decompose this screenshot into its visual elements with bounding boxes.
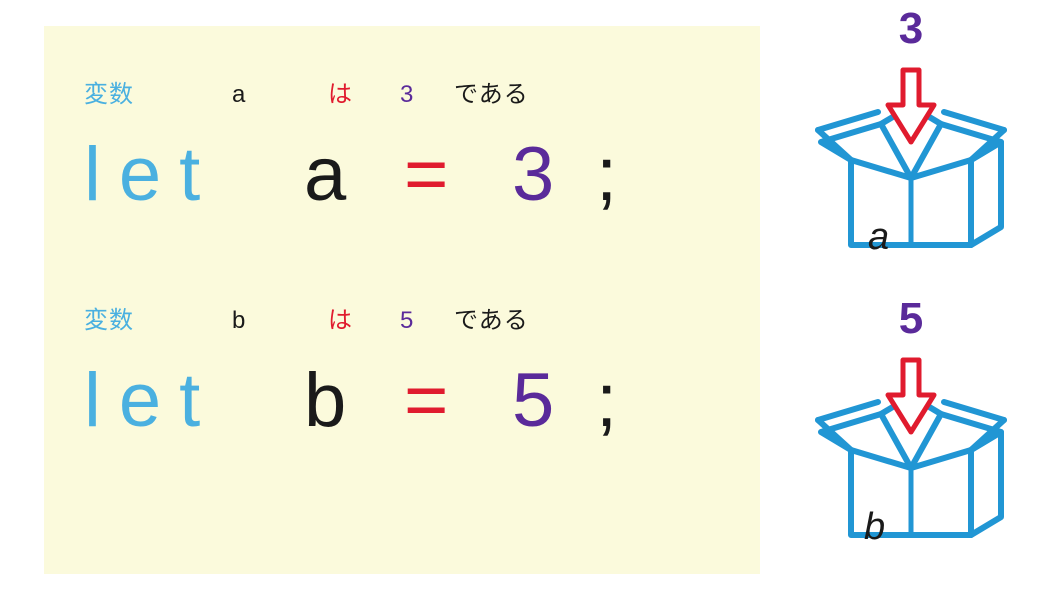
code-variable: a — [304, 131, 404, 218]
annotation-row: 変数 b は 5 である — [84, 300, 720, 335]
annotation-operator: は — [328, 300, 400, 335]
annotation-value: 5 — [400, 307, 454, 335]
code-semicolon: ; — [596, 131, 623, 218]
box-diagram-b: 5 b — [796, 294, 1026, 550]
annotation-end: である — [454, 300, 529, 335]
annotation-operator: は — [328, 74, 400, 109]
box-input-value: 3 — [899, 4, 923, 54]
annotation-variable: a — [232, 81, 328, 109]
code-keyword: let — [84, 357, 304, 444]
annotation-row: 変数 a は 3 である — [84, 74, 720, 109]
open-box-icon — [806, 340, 1016, 550]
box-input-value: 5 — [899, 294, 923, 344]
code-block-a: 変数 a は 3 である let a = 3 ; — [84, 74, 720, 218]
code-value: 5 — [512, 357, 596, 444]
code-block-b: 変数 b は 5 である let b = 5 ; — [84, 300, 720, 444]
box-label: b — [864, 506, 885, 549]
code-value: 3 — [512, 131, 596, 218]
box-label: a — [868, 216, 889, 259]
code-variable: b — [304, 357, 404, 444]
code-semicolon: ; — [596, 357, 623, 444]
annotation-keyword: 変数 — [84, 74, 232, 109]
code-row: let b = 5 ; — [84, 357, 720, 444]
box-diagram-a: 3 a — [796, 4, 1026, 260]
annotation-variable: b — [232, 307, 328, 335]
annotation-keyword: 変数 — [84, 300, 232, 335]
open-box-icon — [806, 50, 1016, 260]
annotation-end: である — [454, 74, 529, 109]
code-row: let a = 3 ; — [84, 131, 720, 218]
annotation-value: 3 — [400, 81, 454, 109]
code-keyword: let — [84, 131, 304, 218]
code-panel: 変数 a は 3 である let a = 3 ; 変数 b は 5 である le… — [44, 26, 760, 574]
code-operator: = — [404, 131, 512, 218]
code-operator: = — [404, 357, 512, 444]
